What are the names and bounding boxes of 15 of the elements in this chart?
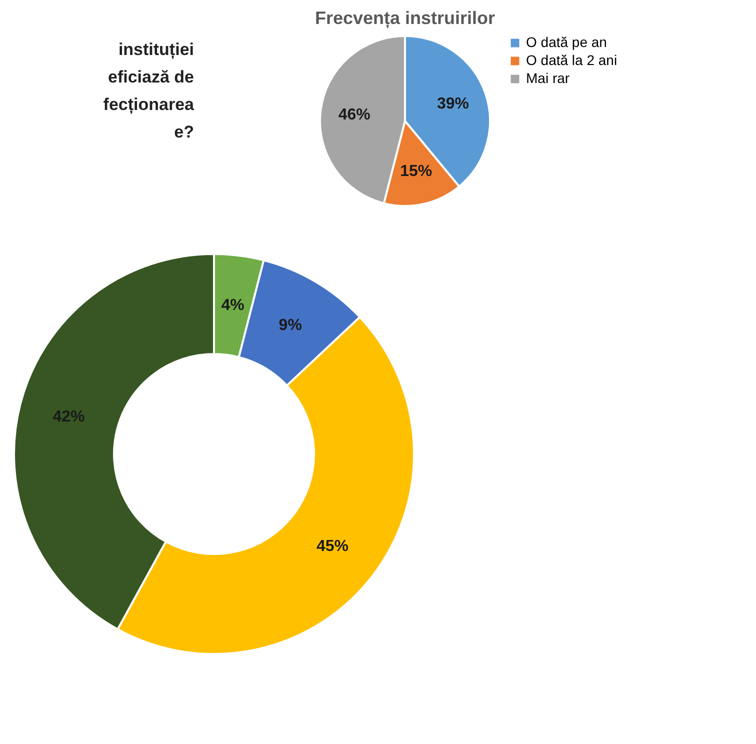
legend-label: O dată pe an — [526, 34, 607, 50]
text: instituției — [118, 40, 194, 59]
chart-title: Frecvența instruirilor — [314, 8, 496, 29]
text: fecționarea — [103, 94, 195, 114]
data-label: 15% — [400, 162, 432, 180]
legend-label: O dată la 2 ani — [526, 52, 618, 68]
legend-label: Mai rar — [526, 70, 570, 86]
data-label: 4% — [221, 297, 244, 314]
data-label: 46% — [338, 106, 370, 124]
text: eficiază de — [108, 67, 194, 86]
data-label: 9% — [278, 316, 302, 334]
data-label: 45% — [316, 538, 349, 555]
data-label: 42% — [52, 408, 85, 426]
data-label: 39% — [436, 96, 469, 113]
text: e? — [174, 122, 194, 142]
